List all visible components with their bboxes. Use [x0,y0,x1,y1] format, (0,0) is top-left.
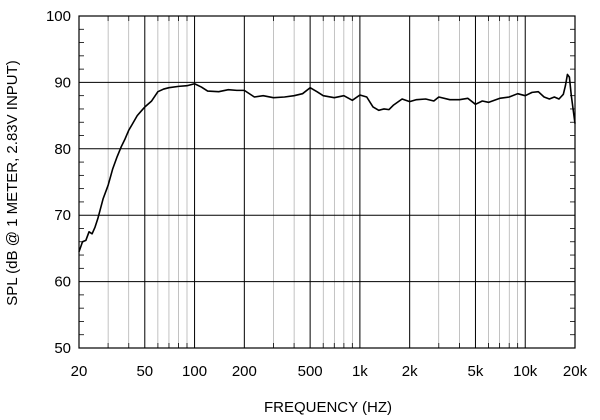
minor-tick-marks [79,16,575,348]
x-tick-label: 500 [298,363,323,380]
y-tick-label: 80 [54,141,71,158]
y-axis-label: SPL (dB @ 1 METER, 2.83V INPUT) [4,60,21,306]
y-tick-label: 70 [54,207,71,224]
y-tick-label: 100 [46,8,71,25]
y-tick-label: 60 [54,274,71,291]
x-tick-label: 20k [563,363,588,380]
y-tick-label: 50 [54,340,71,357]
x-tick-label: 100 [182,363,207,380]
x-tick-label: 20 [71,363,88,380]
major-gridlines [78,15,576,349]
y-tick-label: 90 [54,74,71,91]
x-tick-label: 5k [468,363,484,380]
y-tick-labels: 50 60 70 80 90 100 [46,8,71,357]
x-axis-label: FREQUENCY (HZ) [264,399,392,416]
x-tick-label: 10k [513,363,538,380]
x-tick-labels: 20 50 100 200 500 1k 2k 5k 10k 20k [71,363,588,380]
x-tick-label: 200 [232,363,257,380]
plot-frame [78,15,576,349]
x-tick-label: 1k [352,363,368,380]
spl-response-line [78,73,576,252]
minor-gridlines [107,16,518,348]
x-tick-label: 50 [136,363,153,380]
x-tick-label: 2k [402,363,418,380]
